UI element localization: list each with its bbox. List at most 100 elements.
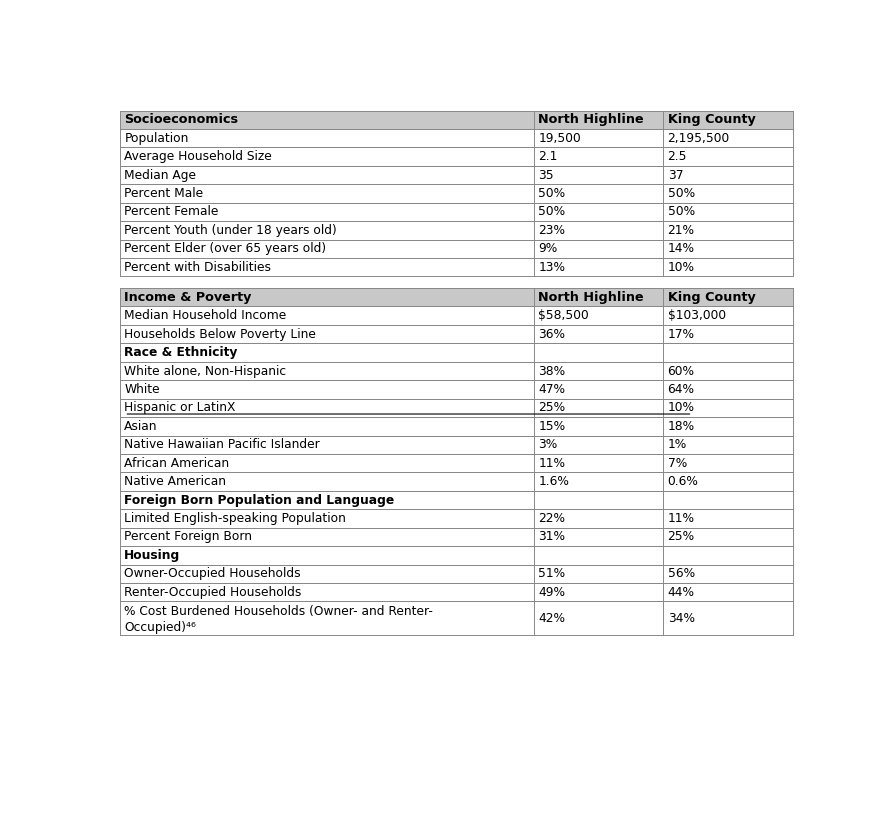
Text: King County: King County: [668, 113, 756, 126]
Bar: [119, 111, 793, 129]
Text: 10%: 10%: [668, 260, 694, 274]
Text: Median Household Income: Median Household Income: [125, 309, 287, 323]
Text: Households Below Poverty Line: Households Below Poverty Line: [125, 328, 316, 341]
Text: Socioeconomics: Socioeconomics: [125, 113, 239, 126]
Text: 2.1: 2.1: [538, 150, 558, 163]
Text: Percent Foreign Born: Percent Foreign Born: [125, 530, 253, 543]
Text: 42%: 42%: [538, 612, 565, 625]
Text: 25%: 25%: [538, 402, 565, 414]
Bar: [119, 472, 793, 491]
Text: Average Household Size: Average Household Size: [125, 150, 272, 163]
Bar: [119, 601, 793, 635]
Text: 23%: 23%: [538, 223, 565, 237]
Text: 50%: 50%: [538, 187, 565, 200]
Bar: [119, 288, 793, 307]
Text: White: White: [125, 383, 160, 396]
Text: 11%: 11%: [668, 512, 694, 525]
Text: $103,000: $103,000: [668, 309, 725, 323]
Text: 38%: 38%: [538, 365, 565, 377]
Text: 50%: 50%: [668, 187, 695, 200]
Text: 64%: 64%: [668, 383, 694, 396]
Text: 2.5: 2.5: [668, 150, 687, 163]
Text: 50%: 50%: [538, 206, 565, 218]
Bar: [119, 202, 793, 221]
Bar: [119, 239, 793, 258]
Bar: [119, 221, 793, 239]
Text: Hispanic or LatinX: Hispanic or LatinX: [125, 402, 236, 414]
Text: 34%: 34%: [668, 612, 694, 625]
Text: 56%: 56%: [668, 567, 695, 580]
Bar: [119, 184, 793, 202]
Bar: [119, 362, 793, 381]
Text: Median Age: Median Age: [125, 169, 197, 181]
Bar: [119, 325, 793, 344]
Text: Percent Youth (under 18 years old): Percent Youth (under 18 years old): [125, 223, 337, 237]
Bar: [119, 509, 793, 528]
Bar: [119, 528, 793, 546]
Text: 0.6%: 0.6%: [668, 475, 699, 488]
Text: King County: King County: [668, 291, 756, 304]
Text: Foreign Born Population and Language: Foreign Born Population and Language: [125, 494, 394, 507]
Text: 18%: 18%: [668, 420, 695, 433]
Text: 13%: 13%: [538, 260, 565, 274]
Text: 51%: 51%: [538, 567, 565, 580]
Bar: [119, 417, 793, 435]
Text: Housing: Housing: [125, 549, 181, 562]
Text: Native Hawaiian Pacific Islander: Native Hawaiian Pacific Islander: [125, 438, 320, 451]
Bar: [119, 129, 793, 147]
Text: Percent Female: Percent Female: [125, 206, 219, 218]
Text: Owner-Occupied Households: Owner-Occupied Households: [125, 567, 301, 580]
Text: Native American: Native American: [125, 475, 226, 488]
Text: 1%: 1%: [668, 438, 687, 451]
Text: % Cost Burdened Households (Owner- and Renter-
Occupied)⁴⁶: % Cost Burdened Households (Owner- and R…: [125, 605, 433, 634]
Text: North Highline: North Highline: [538, 113, 644, 126]
Bar: [119, 147, 793, 165]
Bar: [119, 491, 793, 509]
Text: Limited English-speaking Population: Limited English-speaking Population: [125, 512, 346, 525]
Text: 19,500: 19,500: [538, 132, 581, 144]
Text: 25%: 25%: [668, 530, 695, 543]
Text: Percent Male: Percent Male: [125, 187, 204, 200]
Bar: [119, 381, 793, 399]
Bar: [119, 165, 793, 184]
Text: 10%: 10%: [668, 402, 694, 414]
Text: 36%: 36%: [538, 328, 565, 341]
Text: 2,195,500: 2,195,500: [668, 132, 730, 144]
Text: 17%: 17%: [668, 328, 694, 341]
Text: 44%: 44%: [668, 585, 694, 599]
Text: African American: African American: [125, 457, 230, 470]
Text: 11%: 11%: [538, 457, 565, 470]
Text: White alone, Non-Hispanic: White alone, Non-Hispanic: [125, 365, 287, 377]
Text: Population: Population: [125, 132, 189, 144]
Bar: [119, 344, 793, 362]
Bar: [119, 307, 793, 325]
Text: Income & Poverty: Income & Poverty: [125, 291, 252, 304]
Bar: [119, 546, 793, 564]
Text: Renter-Occupied Households: Renter-Occupied Households: [125, 585, 302, 599]
Text: 60%: 60%: [668, 365, 694, 377]
Text: 15%: 15%: [538, 420, 565, 433]
Text: 49%: 49%: [538, 585, 565, 599]
Text: 14%: 14%: [668, 242, 694, 255]
Text: 37: 37: [668, 169, 684, 181]
Bar: [119, 583, 793, 601]
Text: 1.6%: 1.6%: [538, 475, 570, 488]
Text: Percent with Disabilities: Percent with Disabilities: [125, 260, 271, 274]
Text: 50%: 50%: [668, 206, 695, 218]
Text: 35: 35: [538, 169, 554, 181]
Bar: [119, 564, 793, 583]
Text: 22%: 22%: [538, 512, 565, 525]
Bar: [119, 258, 793, 276]
Text: 47%: 47%: [538, 383, 565, 396]
Text: 31%: 31%: [538, 530, 565, 543]
Text: $58,500: $58,500: [538, 309, 589, 323]
Text: 21%: 21%: [668, 223, 694, 237]
Text: Race & Ethnicity: Race & Ethnicity: [125, 346, 238, 359]
Bar: [119, 399, 793, 417]
Text: Percent Elder (over 65 years old): Percent Elder (over 65 years old): [125, 242, 327, 255]
Text: Asian: Asian: [125, 420, 158, 433]
Text: 3%: 3%: [538, 438, 558, 451]
Bar: [119, 435, 793, 454]
Text: North Highline: North Highline: [538, 291, 644, 304]
Text: 9%: 9%: [538, 242, 558, 255]
